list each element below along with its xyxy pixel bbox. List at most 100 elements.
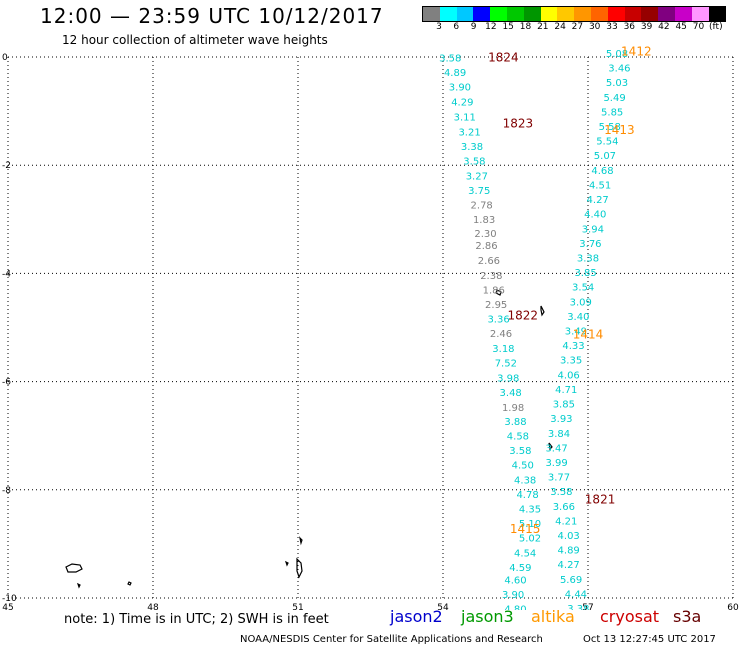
wave-height-label: 4.38: [514, 475, 536, 486]
wave-height-label: 5.85: [601, 107, 623, 118]
colorbar-label: (ft): [709, 22, 723, 32]
colorbar-label: 30: [588, 22, 601, 32]
colorbar-swatch: [490, 7, 507, 21]
wave-height-label: 4.27: [587, 195, 609, 206]
colorbar-label: 6: [453, 22, 460, 32]
island-outline: [65, 563, 83, 573]
wave-height-label: 2.95: [485, 300, 507, 311]
track-label: 1415: [510, 522, 541, 536]
track-label: 1412: [621, 44, 652, 58]
wave-height-label: 3.90: [502, 590, 524, 601]
island-outline: [548, 442, 553, 451]
timestamp: Oct 13 12:27:45 UTC 2017: [583, 634, 716, 645]
track-label: 1413: [604, 123, 635, 137]
wave-height-label: 4.80: [504, 605, 526, 610]
x-tick-label: 51: [292, 603, 303, 610]
wave-height-label: 4.44: [565, 589, 587, 600]
colorbar-label: 21: [537, 22, 549, 32]
colorbar-label: 18: [519, 22, 532, 32]
wave-height-label: 4.68: [591, 166, 613, 177]
x-tick-label: 60: [727, 603, 739, 610]
wave-height-label: 3.38: [577, 253, 599, 264]
wave-height-label: 2.46: [490, 329, 512, 340]
x-tick-label: 57: [582, 603, 593, 610]
wave-height-label: 5.08: [606, 49, 628, 60]
wave-height-label: 4.21: [555, 516, 577, 527]
colorbar-swatch: [540, 7, 558, 21]
wave-height-label: 4.29: [451, 98, 473, 109]
track-label: 1824: [488, 50, 519, 64]
wave-height-label: 3.38: [461, 142, 483, 153]
wave-height-label: 3.58: [463, 157, 485, 168]
colorbar-swatch: [691, 7, 709, 21]
legend-item-jason3: jason3: [461, 607, 514, 626]
wave-height-label: 3.54: [572, 283, 594, 294]
wave-height-label: 2.78: [471, 200, 493, 211]
wave-height-label: 5.02: [519, 534, 541, 545]
wave-height-label: 3.90: [449, 83, 471, 94]
island-outline: [495, 289, 502, 296]
wave-height-label: 5.54: [596, 137, 618, 148]
wave-height-label: 7.52: [495, 358, 517, 369]
y-tick-label: -2: [2, 161, 11, 171]
wave-height-label: 3.40: [567, 312, 589, 323]
track-label: 1823: [503, 116, 534, 130]
wave-height-label: 3.75: [468, 186, 490, 197]
wave-height-label: 3.85: [574, 268, 596, 279]
island-outline: [540, 305, 545, 317]
wave-height-label: 3.58: [439, 53, 461, 64]
y-tick-label: 0: [2, 53, 8, 63]
colorbar-labels: 3 6 9 12 15 18 21 24 27 30 33 36 39 42 45 70 (ft): [422, 22, 740, 34]
wave-height-label: 3.94: [582, 224, 604, 235]
wave-height-label: 3.66: [553, 502, 575, 513]
map-plot: 45 48 51 54 57 60 0 -2 -4 -6 -8 -10 3.58 4.89 3.90 4.29…: [2, 44, 739, 610]
wave-height-label: 1.83: [473, 215, 495, 226]
colorbar-label: 39: [640, 22, 653, 32]
colorbar-label: 45: [675, 22, 687, 32]
y-tick-label: -4: [2, 269, 11, 279]
wave-height-label: 3.58: [509, 446, 531, 457]
wave-height-label: 3.09: [570, 297, 592, 308]
colorbar-label: 9: [470, 22, 477, 32]
wave-height-label: 3.77: [548, 473, 570, 484]
colorbar-swatch: [641, 7, 659, 21]
y-tick-label: -6: [2, 378, 11, 388]
wave-height-label: 3.99: [545, 458, 567, 469]
legend-item-cryosat: cryosat: [600, 607, 660, 626]
colorbar-swatch: [557, 7, 575, 21]
colorbar-label: 3: [436, 22, 442, 32]
colorbar-label: 36: [623, 22, 636, 32]
colorbar-label: 42: [658, 22, 670, 32]
colorbar-label: 24: [554, 22, 566, 32]
island-outline: [296, 557, 303, 579]
colorbar-swatch: [439, 7, 457, 21]
island-outline: [76, 582, 81, 589]
wave-height-label: 2.86: [475, 241, 497, 252]
colorbar-swatch: [423, 7, 440, 21]
wave-height-label: 4.71: [555, 385, 577, 396]
wave-height-label: 5.07: [594, 151, 616, 162]
wave-height-label: 4.59: [509, 563, 531, 574]
legend-item-altika: altika: [531, 607, 575, 626]
wave-height-label: 4.50: [512, 461, 534, 472]
wave-height-label: 4.03: [558, 531, 580, 542]
wave-height-label: 4.58: [507, 431, 529, 442]
footnote: note: 1) Time is in UTC; 2) SWH is in fe…: [64, 612, 329, 627]
wave-height-label: 3.88: [504, 417, 526, 428]
colorbar-swatch: [506, 7, 524, 21]
wave-height-label: 3.11: [454, 112, 476, 123]
colorbar-swatch: [624, 7, 642, 21]
wave-height-label: 3.36: [487, 315, 509, 326]
y-tick-label: -10: [2, 594, 17, 604]
colorbar-swatch: [658, 7, 675, 21]
wave-height-label: 3.76: [579, 239, 601, 250]
wave-height-label: 4.89: [558, 546, 580, 557]
wave-height-label: 3.27: [466, 171, 488, 182]
wave-height-label: 4.51: [589, 180, 611, 191]
wave-height-label: 5.03: [606, 78, 628, 89]
wave-height-label: 2.38: [480, 271, 502, 282]
wave-height-label: 3.18: [492, 344, 514, 355]
wave-height-label: 3.46: [608, 64, 630, 75]
wave-height-label: 3.49: [565, 327, 587, 338]
wave-height-label: 5.49: [603, 93, 625, 104]
